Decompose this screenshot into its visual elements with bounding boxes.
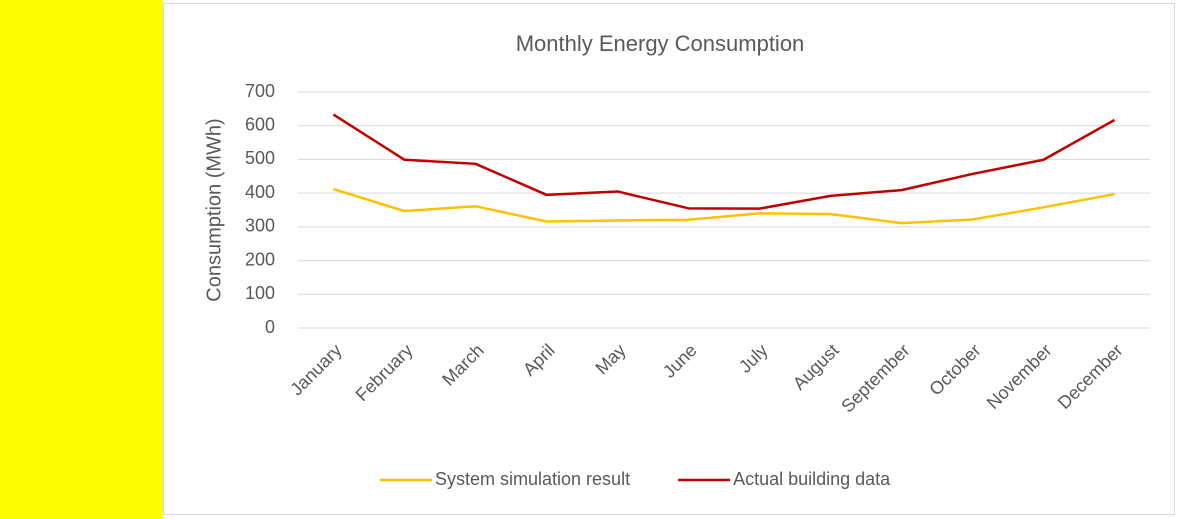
- y-tick-label: 700: [245, 81, 275, 101]
- y-tick-label: 300: [245, 216, 275, 236]
- y-tick-label: 400: [245, 182, 275, 202]
- y-tick-label: 0: [265, 317, 275, 337]
- legend-label: Actual building data: [733, 469, 891, 489]
- chart-title: Monthly Energy Consumption: [516, 31, 805, 56]
- chart-frame: [163, 3, 1175, 515]
- y-tick-label: 200: [245, 249, 275, 269]
- y-tick-label: 600: [245, 114, 275, 134]
- y-axis-label: Consumption (MWh): [203, 118, 225, 301]
- series-line: [332, 113, 1116, 210]
- series-line: [333, 187, 1115, 225]
- y-tick-label: 100: [245, 283, 275, 303]
- highlight-strip: [0, 0, 163, 519]
- legend-label: System simulation result: [435, 469, 630, 489]
- y-tick-label: 500: [245, 148, 275, 168]
